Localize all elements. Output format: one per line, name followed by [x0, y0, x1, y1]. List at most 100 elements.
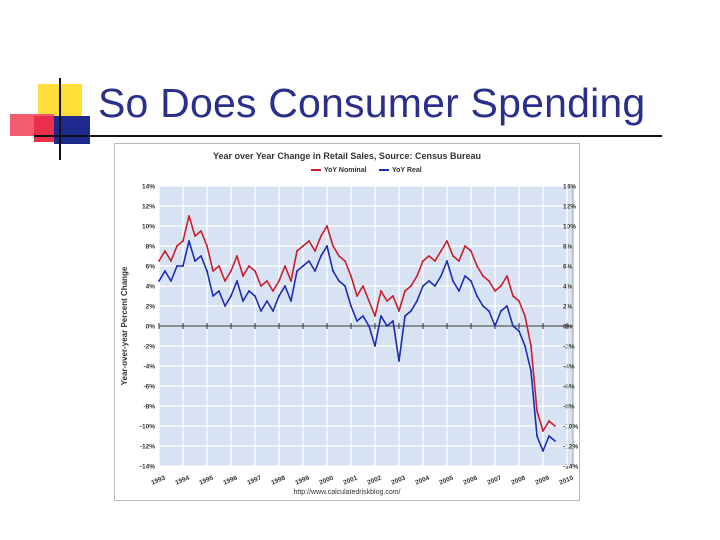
data-point-nominal — [368, 300, 370, 302]
data-point-nominal — [398, 310, 400, 312]
data-point-nominal — [554, 425, 556, 427]
data-point-nominal — [488, 280, 490, 282]
data-point-real — [176, 265, 178, 267]
chart-source: http://www.calculatedriskblog.com/ — [294, 489, 401, 496]
ytick-label-right: -2% — [563, 344, 575, 351]
data-point-nominal — [296, 250, 298, 252]
data-point-nominal — [410, 285, 412, 287]
ytick-label-right: 0% — [563, 324, 573, 331]
xtick-label: 2004 — [414, 475, 430, 487]
ytick-label-right: -10% — [563, 424, 578, 431]
ytick-label-left: 4% — [146, 284, 156, 291]
data-point-nominal — [248, 265, 250, 267]
ytick-label-left: 14% — [142, 184, 155, 191]
data-point-nominal — [350, 275, 352, 277]
ytick-label-right: 2% — [563, 304, 573, 311]
data-point-real — [272, 310, 274, 312]
data-point-nominal — [212, 270, 214, 272]
data-point-real — [554, 440, 556, 442]
data-point-real — [500, 310, 502, 312]
ytick-label-right: -12% — [563, 444, 578, 451]
data-point-real — [194, 260, 196, 262]
data-point-nominal — [326, 225, 328, 227]
chart-frame: Year over Year Change in Retail Sales, S… — [114, 143, 580, 501]
data-point-nominal — [356, 295, 358, 297]
data-point-real — [416, 300, 418, 302]
xtick-label: 1999 — [294, 475, 310, 487]
slide-ornament — [0, 0, 110, 170]
data-point-nominal — [452, 255, 454, 257]
data-point-nominal — [182, 240, 184, 242]
data-point-real — [422, 285, 424, 287]
data-point-real — [266, 300, 268, 302]
data-point-real — [296, 270, 298, 272]
data-point-nominal — [446, 240, 448, 242]
data-point-real — [386, 325, 388, 327]
slide-title: So Does Consumer Spending — [98, 80, 646, 126]
data-point-nominal — [272, 290, 274, 292]
ytick-label-right: 14% — [563, 184, 576, 191]
ytick-label-right: -14% — [563, 464, 578, 471]
data-point-nominal — [464, 245, 466, 247]
data-point-real — [356, 320, 358, 322]
data-point-real — [482, 305, 484, 307]
data-point-nominal — [434, 260, 436, 262]
data-point-real — [248, 290, 250, 292]
data-point-real — [284, 285, 286, 287]
data-point-real — [506, 305, 508, 307]
data-point-nominal — [314, 250, 316, 252]
data-point-nominal — [428, 255, 430, 257]
data-point-nominal — [404, 290, 406, 292]
data-point-real — [188, 240, 190, 242]
data-point-nominal — [344, 260, 346, 262]
xtick-label: 2010 — [558, 475, 574, 487]
data-point-nominal — [512, 295, 514, 297]
xtick-label: 2002 — [366, 475, 382, 487]
data-point-real — [446, 260, 448, 262]
ytick-label-right: 10% — [563, 224, 576, 231]
data-point-real — [494, 325, 496, 327]
xtick-label: 1994 — [174, 475, 190, 487]
ytick-label-left: -8% — [143, 404, 155, 411]
data-point-real — [404, 315, 406, 317]
data-point-real — [548, 435, 550, 437]
data-point-nominal — [224, 280, 226, 282]
data-point-real — [236, 280, 238, 282]
data-point-nominal — [194, 235, 196, 237]
data-point-real — [398, 360, 400, 362]
data-point-real — [530, 370, 532, 372]
data-point-real — [476, 295, 478, 297]
xtick-label: 2001 — [342, 475, 358, 487]
data-point-nominal — [470, 250, 472, 252]
data-point-real — [536, 435, 538, 437]
data-point-real — [164, 270, 166, 272]
data-point-nominal — [542, 430, 544, 432]
ytick-label-left: 12% — [142, 204, 155, 211]
ytick-label-left: -14% — [140, 464, 155, 471]
data-point-real — [314, 270, 316, 272]
ytick-label-left: 6% — [146, 264, 156, 271]
data-point-real — [332, 270, 334, 272]
data-point-real — [524, 345, 526, 347]
data-point-nominal — [374, 315, 376, 317]
data-point-nominal — [284, 265, 286, 267]
retail-sales-chart: Year over Year Change in Retail Sales, S… — [120, 151, 578, 496]
xtick-label: 2003 — [390, 475, 406, 487]
ornament-vertical-line — [59, 78, 61, 160]
data-point-real — [518, 330, 520, 332]
data-point-nominal — [524, 315, 526, 317]
data-point-real — [410, 310, 412, 312]
data-point-real — [320, 255, 322, 257]
data-point-real — [260, 310, 262, 312]
data-point-nominal — [200, 230, 202, 232]
y-axis-label: Year-over-year Percent Change — [120, 266, 129, 385]
data-point-real — [470, 280, 472, 282]
data-point-nominal — [536, 410, 538, 412]
data-point-real — [344, 285, 346, 287]
ytick-label-right: -6% — [563, 384, 575, 391]
legend-label-nominal: YoY Nominal — [324, 167, 367, 174]
data-point-real — [218, 290, 220, 292]
data-point-nominal — [320, 235, 322, 237]
xtick-label: 2009 — [534, 475, 550, 487]
data-point-real — [170, 280, 172, 282]
